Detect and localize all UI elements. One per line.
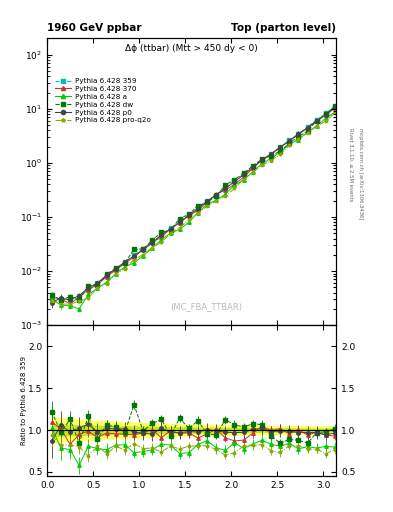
Text: Δϕ (ttbar) (Mtt > 450 dy < 0): Δϕ (ttbar) (Mtt > 450 dy < 0): [125, 44, 258, 53]
Legend: Pythia 6.428 359, Pythia 6.428 370, Pythia 6.428 a, Pythia 6.428 dw, Pythia 6.42: Pythia 6.428 359, Pythia 6.428 370, Pyth…: [54, 76, 152, 125]
Text: (MC_FBA_TTBAR): (MC_FBA_TTBAR): [170, 302, 242, 311]
Text: Top (parton level): Top (parton level): [231, 23, 336, 33]
Text: Rivet 3.1.10, ≥ 2.5M events: Rivet 3.1.10, ≥ 2.5M events: [348, 128, 353, 202]
Text: 1960 GeV ppbar: 1960 GeV ppbar: [47, 23, 141, 33]
Text: mcplots.cern.ch [arXiv:1306.3436]: mcplots.cern.ch [arXiv:1306.3436]: [358, 128, 363, 220]
Y-axis label: Ratio to Pythia 6.428 359: Ratio to Pythia 6.428 359: [20, 356, 27, 445]
